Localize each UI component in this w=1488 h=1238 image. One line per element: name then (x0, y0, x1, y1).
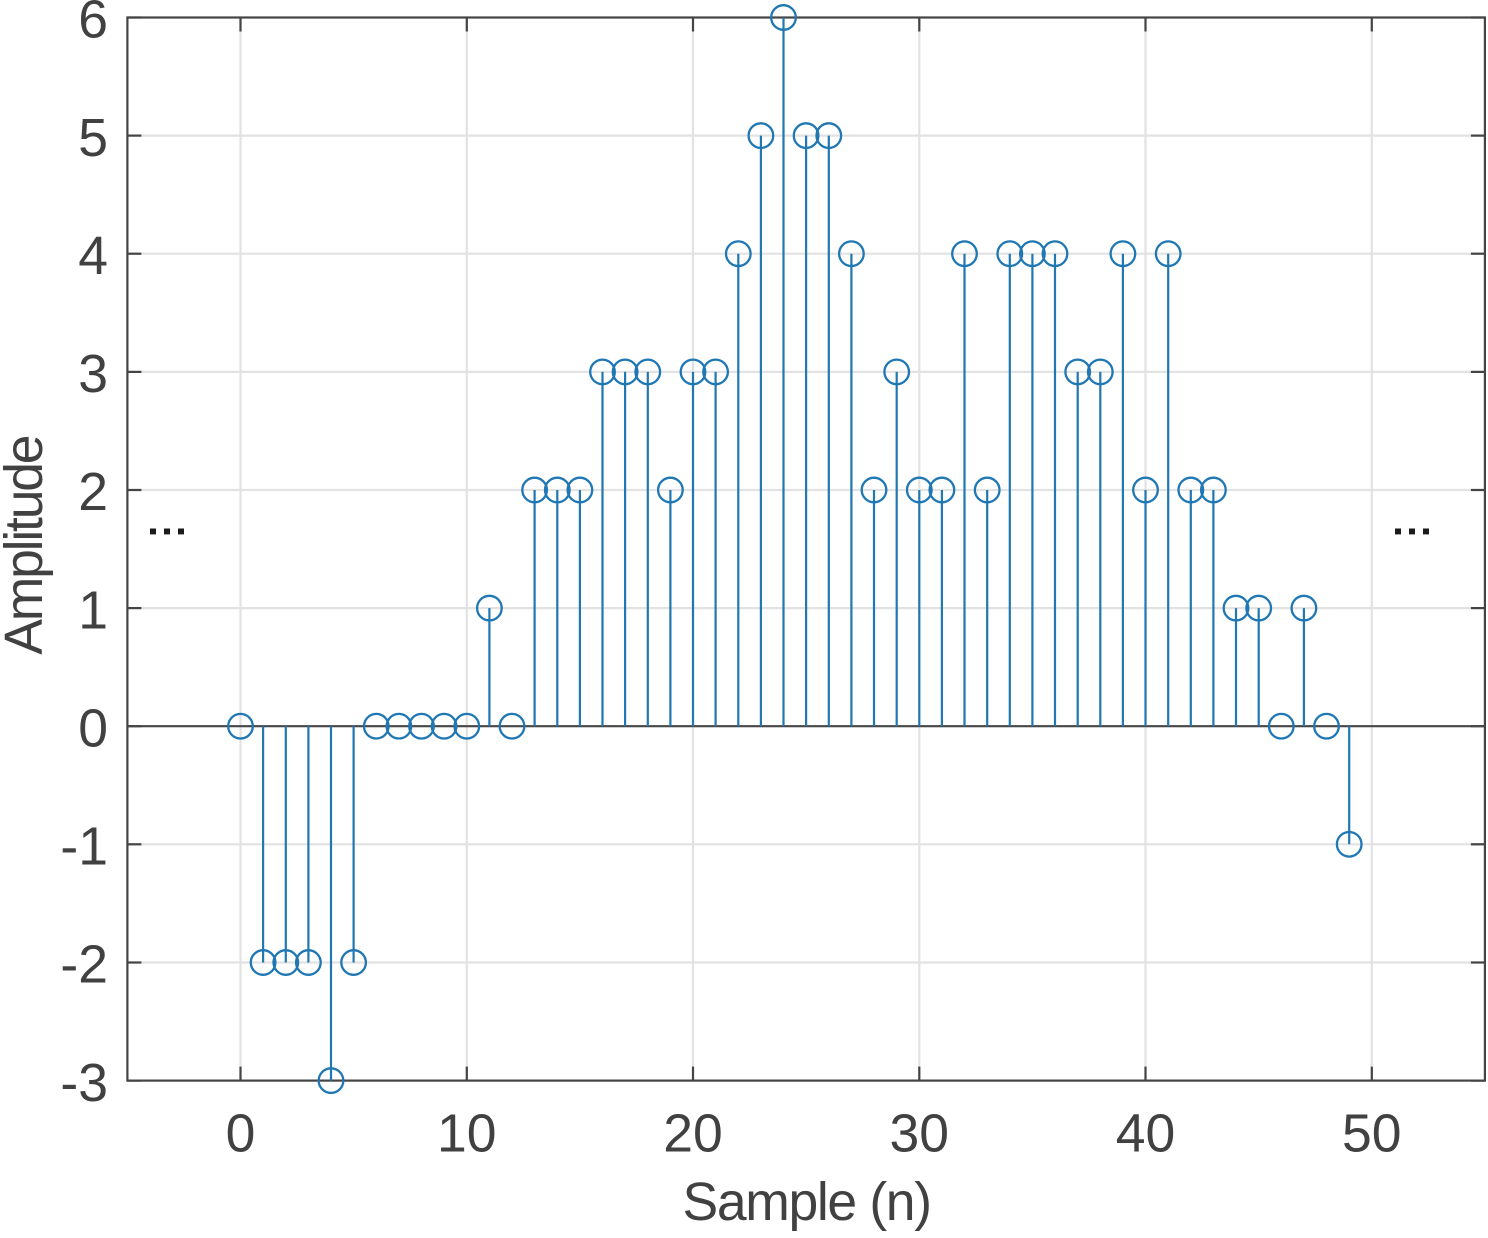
svg-text:-3: -3 (60, 1054, 108, 1113)
svg-text:10: 10 (437, 1104, 497, 1163)
svg-text:Amplitude: Amplitude (0, 436, 54, 655)
svg-text:40: 40 (1116, 1104, 1176, 1163)
svg-text:30: 30 (890, 1104, 950, 1163)
svg-text:0: 0 (226, 1104, 256, 1163)
svg-text:Sample (n): Sample (n) (683, 1173, 931, 1232)
svg-text:20: 20 (663, 1104, 723, 1163)
svg-text:1: 1 (78, 581, 108, 640)
svg-text:4: 4 (78, 227, 108, 286)
svg-text:6: 6 (78, 0, 108, 50)
svg-text:-2: -2 (60, 936, 108, 995)
svg-text:0: 0 (78, 699, 108, 758)
svg-text:2: 2 (78, 463, 108, 522)
svg-text:5: 5 (78, 109, 108, 168)
svg-text:50: 50 (1342, 1104, 1402, 1163)
svg-text:-1: -1 (60, 818, 108, 877)
svg-text:3: 3 (78, 345, 108, 404)
